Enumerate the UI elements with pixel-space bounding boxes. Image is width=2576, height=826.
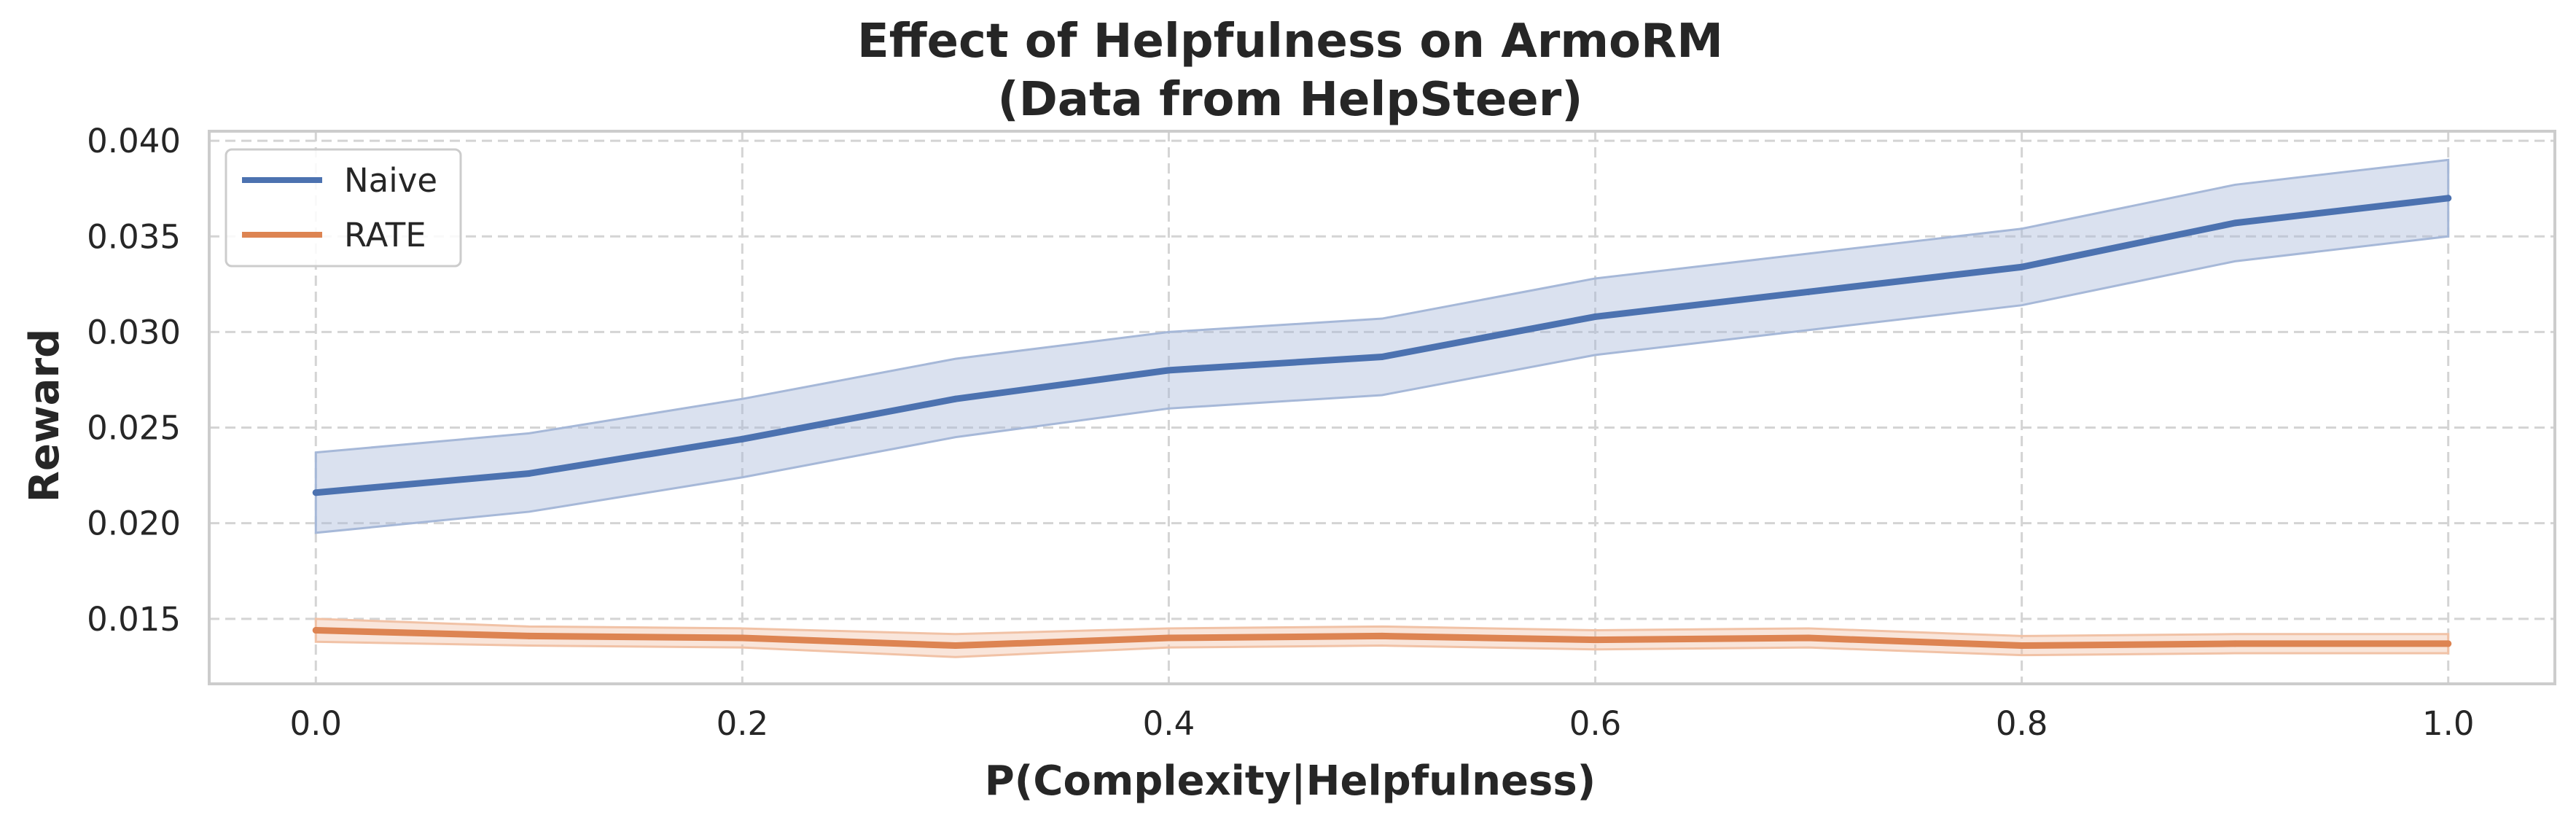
legend-label-rate: RATE — [344, 216, 426, 254]
data-point-naive — [1165, 367, 1172, 374]
chart-title-line-1: Effect of Helpfulness on ArmoRM — [857, 15, 1723, 69]
x-tick-label: 0.0 — [289, 704, 342, 743]
data-point-naive — [2445, 195, 2452, 202]
data-point-naive — [312, 489, 319, 496]
legend-label-naive: Naive — [344, 161, 437, 200]
data-point-naive — [1592, 313, 1599, 320]
confidence-band-naive — [314, 158, 2450, 534]
data-point-rate — [526, 632, 533, 639]
legend: Naive RATE — [225, 148, 462, 268]
data-point-naive — [2231, 219, 2239, 227]
y-tick-label: 0.030 — [87, 313, 181, 351]
x-tick-label: 1.0 — [2422, 704, 2475, 743]
x-tick-labels: 0.0 0.2 0.4 0.6 0.8 1.0 — [289, 704, 2474, 743]
y-tick-label: 0.020 — [87, 504, 181, 543]
data-point-naive — [526, 470, 533, 477]
y-axis-label: Reward — [21, 329, 69, 502]
data-point-rate — [2445, 640, 2452, 647]
y-tick-label: 0.015 — [87, 600, 181, 639]
data-point-naive — [738, 435, 746, 443]
data-point-rate — [312, 627, 319, 634]
data-point-rate — [1378, 632, 1386, 639]
confidence-bands — [314, 158, 2450, 658]
data-point-rate — [1592, 636, 1599, 644]
data-point-naive — [1805, 288, 1812, 295]
grid-layer — [209, 131, 2555, 684]
data-point-naive — [2018, 263, 2026, 270]
data-point-naive — [952, 395, 959, 402]
x-tick-label: 0.8 — [1996, 704, 2048, 743]
plot-frame — [208, 130, 2556, 685]
data-point-rate — [2018, 642, 2026, 650]
data-point-rate — [2231, 640, 2239, 647]
data-point-rate — [952, 642, 959, 650]
data-point-naive — [1378, 353, 1386, 360]
x-tick-label: 0.6 — [1569, 704, 1622, 743]
data-point-rate — [738, 634, 746, 642]
y-tick-label: 0.025 — [87, 409, 181, 448]
x-tick-label: 0.2 — [717, 704, 769, 743]
series-lines — [312, 195, 2452, 650]
y-tick-label: 0.040 — [87, 122, 181, 160]
chart-title-line-2: (Data from HelpSteer) — [998, 73, 1583, 127]
y-tick-labels: 0.015 0.020 0.025 0.030 0.035 0.040 — [87, 122, 181, 639]
y-tick-label: 0.035 — [87, 217, 181, 256]
x-axis-label: P(Complexity|Helpfulness) — [985, 757, 1596, 805]
data-point-rate — [1165, 634, 1172, 642]
data-point-rate — [1805, 634, 1812, 642]
x-tick-label: 0.4 — [1143, 704, 1195, 743]
